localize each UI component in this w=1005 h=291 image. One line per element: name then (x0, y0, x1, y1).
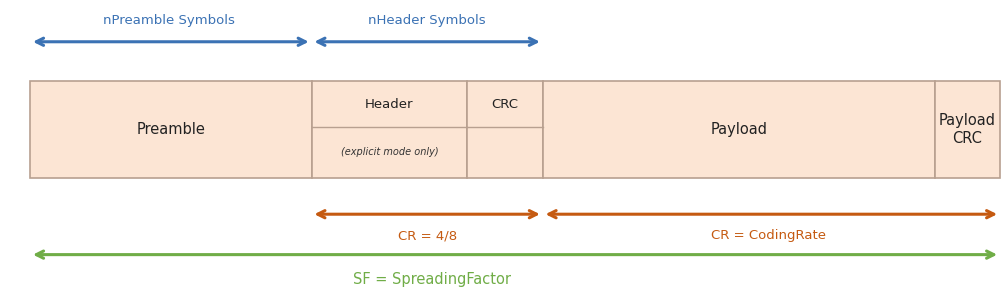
Text: CRC: CRC (491, 97, 519, 111)
Text: nPreamble Symbols: nPreamble Symbols (103, 14, 235, 27)
Text: CR = 4/8: CR = 4/8 (398, 229, 456, 242)
Bar (30, 81, 312, 178)
Text: CR = CodingRate: CR = CodingRate (712, 229, 826, 242)
Text: Header: Header (365, 97, 414, 111)
Bar (935, 81, 1000, 178)
Text: Payload
CRC: Payload CRC (939, 113, 996, 146)
Text: Preamble: Preamble (137, 122, 205, 137)
Bar (467, 81, 543, 178)
Text: (explicit mode only): (explicit mode only) (341, 147, 438, 157)
Text: SF = SpreadingFactor: SF = SpreadingFactor (353, 272, 512, 287)
Text: Payload: Payload (711, 122, 767, 137)
Bar (312, 81, 467, 178)
Text: nHeader Symbols: nHeader Symbols (368, 14, 486, 27)
Bar (543, 81, 935, 178)
